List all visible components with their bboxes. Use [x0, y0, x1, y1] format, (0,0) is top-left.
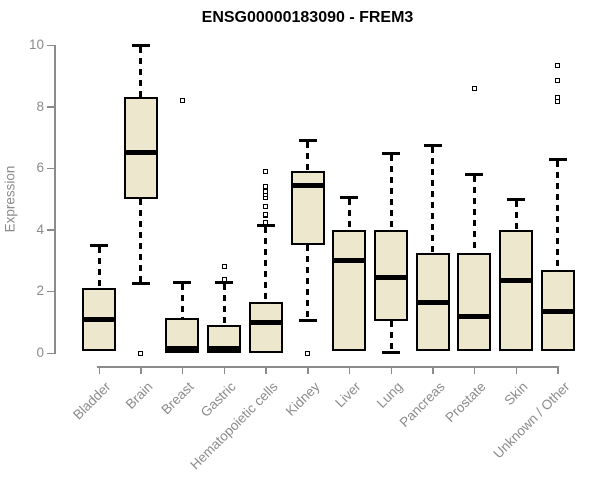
- outlier-point: [138, 350, 144, 356]
- y-axis-tick: [47, 106, 55, 108]
- lower-whisker-cap: [131, 281, 150, 285]
- x-axis-tick: [181, 366, 184, 374]
- x-axis-tick: [390, 366, 393, 374]
- outlier-point: [555, 94, 561, 100]
- upper-whisker: [556, 160, 560, 270]
- upper-whisker: [306, 142, 310, 172]
- outlier-point: [305, 350, 311, 356]
- outlier-point: [263, 188, 269, 194]
- upper-whisker: [472, 176, 476, 253]
- lower-whisker: [139, 199, 143, 282]
- y-tick-label: 6: [36, 160, 44, 176]
- x-axis-tick: [473, 366, 476, 374]
- upper-whisker: [180, 284, 184, 318]
- lower-whisker-cap: [298, 318, 317, 322]
- outlier-point: [263, 211, 269, 217]
- outlier-point: [263, 168, 269, 174]
- upper-whisker-cap: [298, 139, 317, 143]
- x-axis-tick: [348, 366, 351, 374]
- upper-whisker-cap: [90, 244, 108, 248]
- upper-whisker-cap: [131, 44, 150, 47]
- x-axis-line: [97, 366, 559, 368]
- outlier-point: [263, 184, 269, 190]
- chart-title: ENSG00000183090 - FREM3: [201, 9, 414, 26]
- median-line: [209, 345, 240, 351]
- box-brain: [123, 97, 158, 199]
- outlier-point: [221, 276, 227, 282]
- upper-whisker-cap: [340, 196, 359, 200]
- x-axis-tick: [223, 366, 226, 374]
- box-liver: [332, 229, 367, 352]
- upper-whisker-cap: [423, 144, 442, 148]
- upper-whisker-cap: [465, 173, 484, 177]
- x-axis-tick: [557, 366, 559, 374]
- y-axis-tick: [47, 167, 55, 170]
- upper-whisker: [431, 147, 435, 253]
- median-line: [167, 345, 198, 351]
- lower-whisker: [389, 320, 393, 351]
- box-skin: [499, 229, 534, 352]
- box-pancreas: [415, 252, 450, 352]
- upper-whisker: [139, 47, 143, 98]
- outlier-point: [263, 204, 269, 210]
- y-tick-label: 4: [36, 221, 44, 237]
- upper-whisker: [97, 247, 101, 289]
- median-line: [125, 150, 156, 156]
- x-axis-tick: [140, 366, 142, 374]
- y-axis-tick: [47, 290, 55, 293]
- median-line: [84, 316, 114, 322]
- y-tick-label: 10: [28, 37, 44, 52]
- outlier-point: [179, 97, 185, 103]
- median-line: [417, 299, 448, 305]
- box-kidney: [290, 171, 325, 246]
- upper-whisker-cap: [507, 198, 526, 201]
- x-axis-tick: [265, 366, 267, 374]
- x-axis-tick: [98, 366, 100, 374]
- outlier-point: [263, 219, 269, 225]
- y-axis-tick: [47, 352, 55, 354]
- median-line: [292, 182, 323, 188]
- upper-whisker: [347, 199, 351, 230]
- upper-whisker: [264, 227, 268, 303]
- box-gastric: [207, 325, 242, 353]
- upper-whisker-cap: [173, 281, 192, 285]
- box-bladder: [82, 288, 116, 352]
- y-axis-tick: [47, 44, 55, 46]
- outlier-point: [555, 77, 561, 83]
- upper-whisker-cap: [215, 281, 234, 285]
- median-line: [250, 319, 281, 325]
- outlier-point: [555, 99, 561, 105]
- box-prostate: [457, 252, 492, 352]
- upper-whisker-cap: [256, 224, 275, 228]
- x-axis-tick: [307, 366, 309, 374]
- y-tick-label: 8: [36, 98, 44, 114]
- y-tick-label: 2: [36, 283, 44, 299]
- upper-whisker: [389, 154, 393, 230]
- median-line: [501, 278, 532, 284]
- lower-whisker-cap: [382, 351, 401, 354]
- median-line: [459, 313, 490, 319]
- y-tick-label: 0: [36, 345, 44, 360]
- median-line: [542, 308, 573, 314]
- box-unknown-other: [540, 269, 575, 352]
- outlier-point: [471, 85, 477, 91]
- upper-whisker: [222, 284, 226, 326]
- box-lung: [374, 229, 409, 321]
- y-axis-line: [54, 45, 56, 354]
- x-axis-tick: [432, 366, 434, 374]
- x-axis-tick: [515, 366, 518, 374]
- upper-whisker: [514, 201, 518, 230]
- upper-whisker-cap: [548, 157, 567, 161]
- outlier-point: [555, 62, 561, 68]
- median-line: [376, 275, 407, 281]
- y-axis-tick: [47, 229, 55, 231]
- box-hematopoietic-cells: [248, 302, 283, 353]
- median-line: [334, 258, 365, 264]
- box-breast: [165, 317, 200, 353]
- outlier-point: [221, 264, 227, 270]
- lower-whisker: [306, 245, 310, 319]
- upper-whisker-cap: [382, 151, 401, 155]
